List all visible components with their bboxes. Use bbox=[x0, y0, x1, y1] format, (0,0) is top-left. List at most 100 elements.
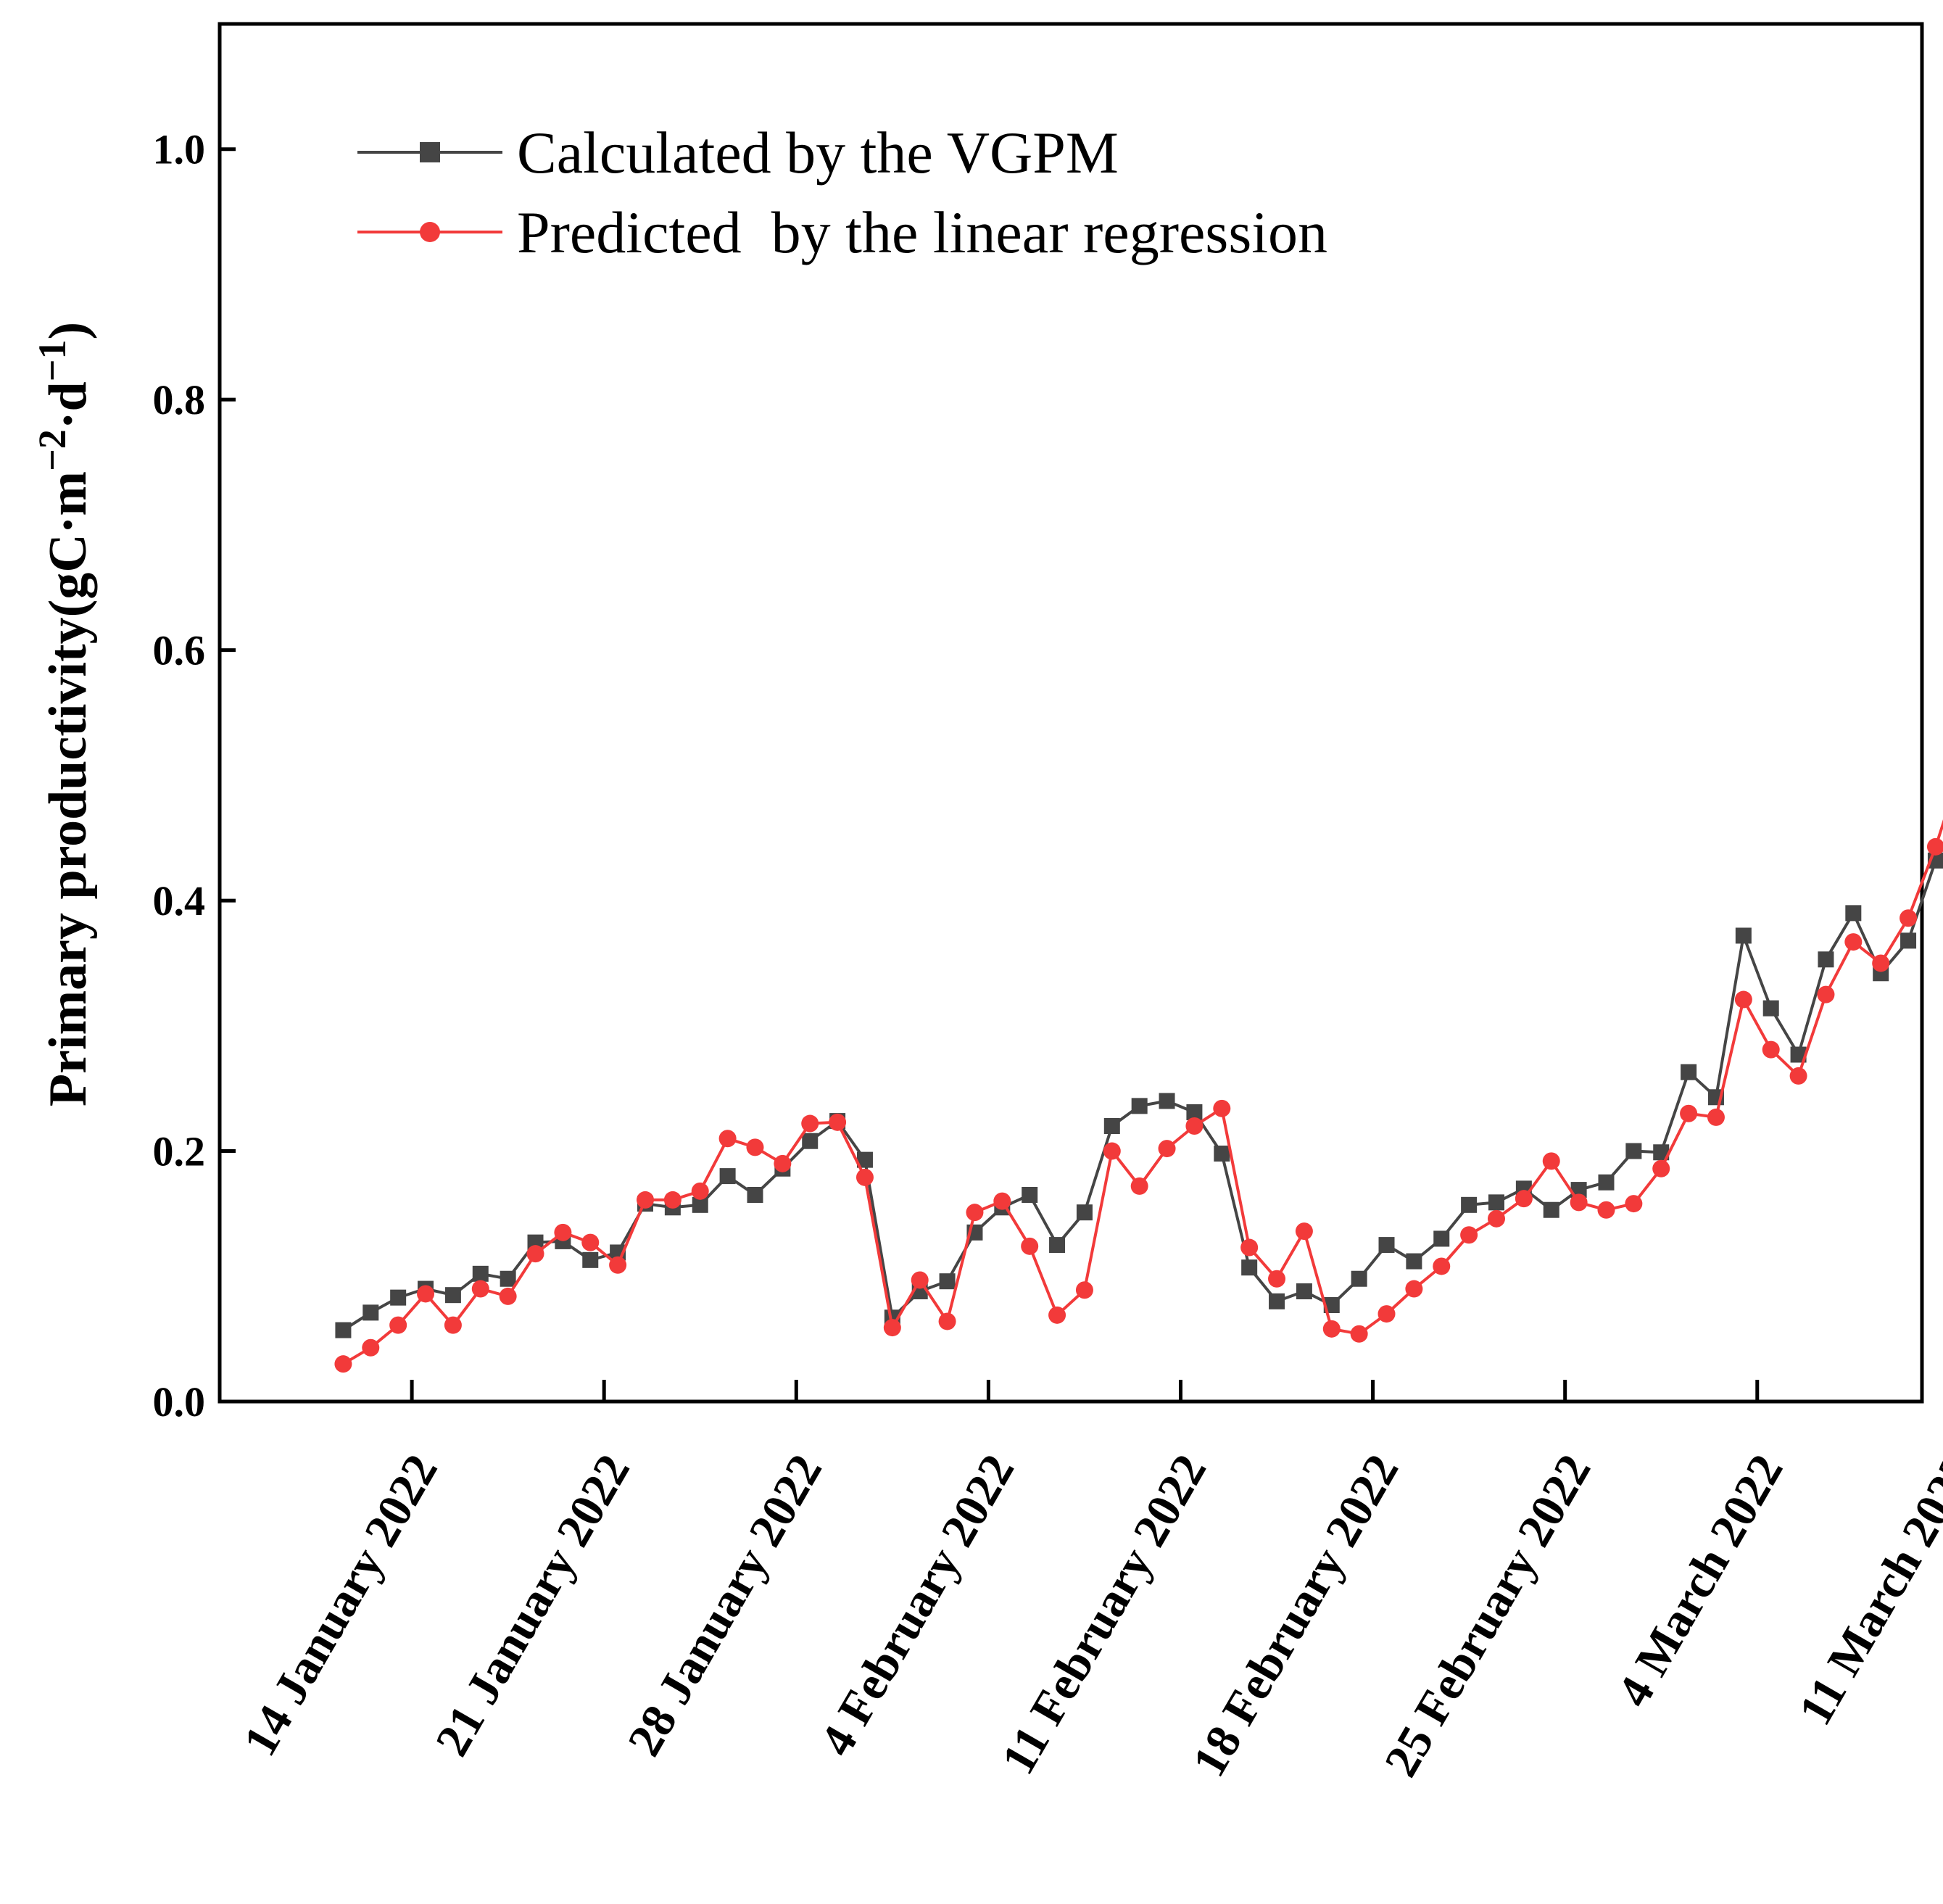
data-point bbox=[1295, 1222, 1313, 1241]
data-point bbox=[1103, 1142, 1121, 1160]
data-point bbox=[554, 1223, 572, 1241]
data-point bbox=[1926, 837, 1943, 856]
data-point bbox=[802, 1133, 819, 1149]
data-point bbox=[499, 1287, 517, 1305]
legend-marker-regression bbox=[420, 222, 440, 242]
data-point bbox=[1405, 1280, 1423, 1298]
x-tick-label: 4 February 2022 bbox=[810, 1446, 1024, 1765]
data-point bbox=[1789, 1067, 1807, 1085]
data-point bbox=[1378, 1237, 1395, 1254]
data-point bbox=[1159, 1093, 1175, 1109]
data-point bbox=[1186, 1104, 1203, 1120]
data-point bbox=[1707, 1108, 1725, 1126]
data-point bbox=[1021, 1237, 1039, 1255]
data-point bbox=[581, 1233, 600, 1251]
y-tick-label: 0.8 bbox=[153, 376, 206, 423]
data-point bbox=[389, 1316, 407, 1334]
data-point bbox=[1185, 1117, 1204, 1135]
x-tick-label: 21 January 2022 bbox=[426, 1446, 640, 1765]
data-point bbox=[1844, 933, 1863, 951]
data-point bbox=[1570, 1193, 1588, 1212]
data-point bbox=[1762, 1000, 1779, 1017]
data-point bbox=[1350, 1325, 1368, 1343]
data-point bbox=[1845, 905, 1862, 922]
data-point bbox=[362, 1338, 380, 1357]
data-point bbox=[472, 1265, 489, 1282]
data-point bbox=[1900, 932, 1917, 949]
data-point bbox=[1872, 954, 1890, 972]
x-tick-label: 28 January 2022 bbox=[618, 1446, 832, 1765]
data-point bbox=[1433, 1257, 1451, 1275]
data-point bbox=[1322, 1320, 1341, 1338]
x-tick-label: 25 February 2022 bbox=[1375, 1446, 1602, 1785]
y-tick-label: 0.2 bbox=[153, 1128, 206, 1175]
data-point bbox=[1460, 1226, 1478, 1244]
y-tick-label: 1.0 bbox=[153, 126, 206, 173]
legend-label-regression: Predicted by the linear regression bbox=[517, 199, 1327, 265]
data-point bbox=[691, 1182, 709, 1200]
legend: Calculated by the VGPM Predicted by the … bbox=[357, 120, 1327, 265]
data-point bbox=[444, 1287, 461, 1304]
y-axis-title: Primary productivity(gC·m−2·d−1) bbox=[30, 322, 98, 1106]
data-point bbox=[718, 1130, 737, 1148]
data-point bbox=[856, 1151, 873, 1168]
legend-marker-vgpm bbox=[420, 142, 440, 162]
data-point bbox=[883, 1319, 901, 1337]
data-point bbox=[1268, 1270, 1286, 1288]
data-point bbox=[1406, 1253, 1422, 1270]
data-point bbox=[444, 1316, 462, 1334]
data-point bbox=[829, 1113, 847, 1131]
data-point bbox=[637, 1191, 654, 1209]
data-point bbox=[1681, 1064, 1697, 1080]
data-point bbox=[1488, 1194, 1504, 1211]
series-vgpm bbox=[335, 852, 1943, 1338]
data-point bbox=[1515, 1190, 1533, 1208]
data-point bbox=[609, 1256, 627, 1274]
legend-label-vgpm: Calculated by the VGPM bbox=[517, 120, 1119, 186]
series-layer bbox=[334, 819, 1943, 1373]
data-point bbox=[856, 1168, 874, 1186]
data-point bbox=[1103, 1118, 1120, 1134]
data-point bbox=[1131, 1098, 1148, 1114]
data-point bbox=[362, 1304, 379, 1321]
series-line-vgpm bbox=[342, 855, 1943, 1332]
data-point bbox=[1543, 1201, 1559, 1218]
data-point bbox=[1049, 1237, 1066, 1254]
data-point bbox=[334, 1355, 352, 1373]
data-point bbox=[1652, 1159, 1670, 1177]
data-point bbox=[966, 1204, 984, 1222]
data-point bbox=[692, 1196, 708, 1213]
data-point bbox=[1214, 1146, 1230, 1162]
data-point bbox=[1241, 1259, 1258, 1276]
data-point bbox=[1075, 1281, 1093, 1299]
data-point bbox=[801, 1114, 819, 1133]
data-point bbox=[1542, 1152, 1560, 1170]
data-point bbox=[747, 1187, 763, 1203]
data-point bbox=[1158, 1140, 1176, 1158]
data-point bbox=[1680, 1104, 1698, 1122]
data-point bbox=[417, 1285, 435, 1303]
data-point bbox=[1022, 1187, 1038, 1203]
data-point bbox=[1351, 1270, 1367, 1287]
data-point bbox=[1900, 909, 1918, 927]
y-tick-label: 0.6 bbox=[153, 627, 206, 674]
y-tick-label: 0.4 bbox=[153, 877, 206, 924]
x-tick-label: 18 February 2022 bbox=[1182, 1446, 1409, 1785]
data-point bbox=[911, 1271, 929, 1289]
data-point bbox=[1598, 1174, 1615, 1191]
data-point bbox=[335, 1322, 352, 1338]
data-point bbox=[1790, 1046, 1807, 1063]
data-point bbox=[390, 1289, 407, 1306]
data-point bbox=[582, 1251, 599, 1268]
data-point bbox=[526, 1245, 544, 1263]
data-point bbox=[663, 1191, 682, 1209]
data-point bbox=[1269, 1293, 1285, 1309]
x-tick-label: 11 March 2022 bbox=[1789, 1446, 1943, 1734]
series-line-regression bbox=[342, 819, 1943, 1365]
data-point bbox=[1296, 1283, 1312, 1299]
data-point bbox=[1130, 1177, 1148, 1195]
data-point bbox=[1735, 927, 1752, 944]
